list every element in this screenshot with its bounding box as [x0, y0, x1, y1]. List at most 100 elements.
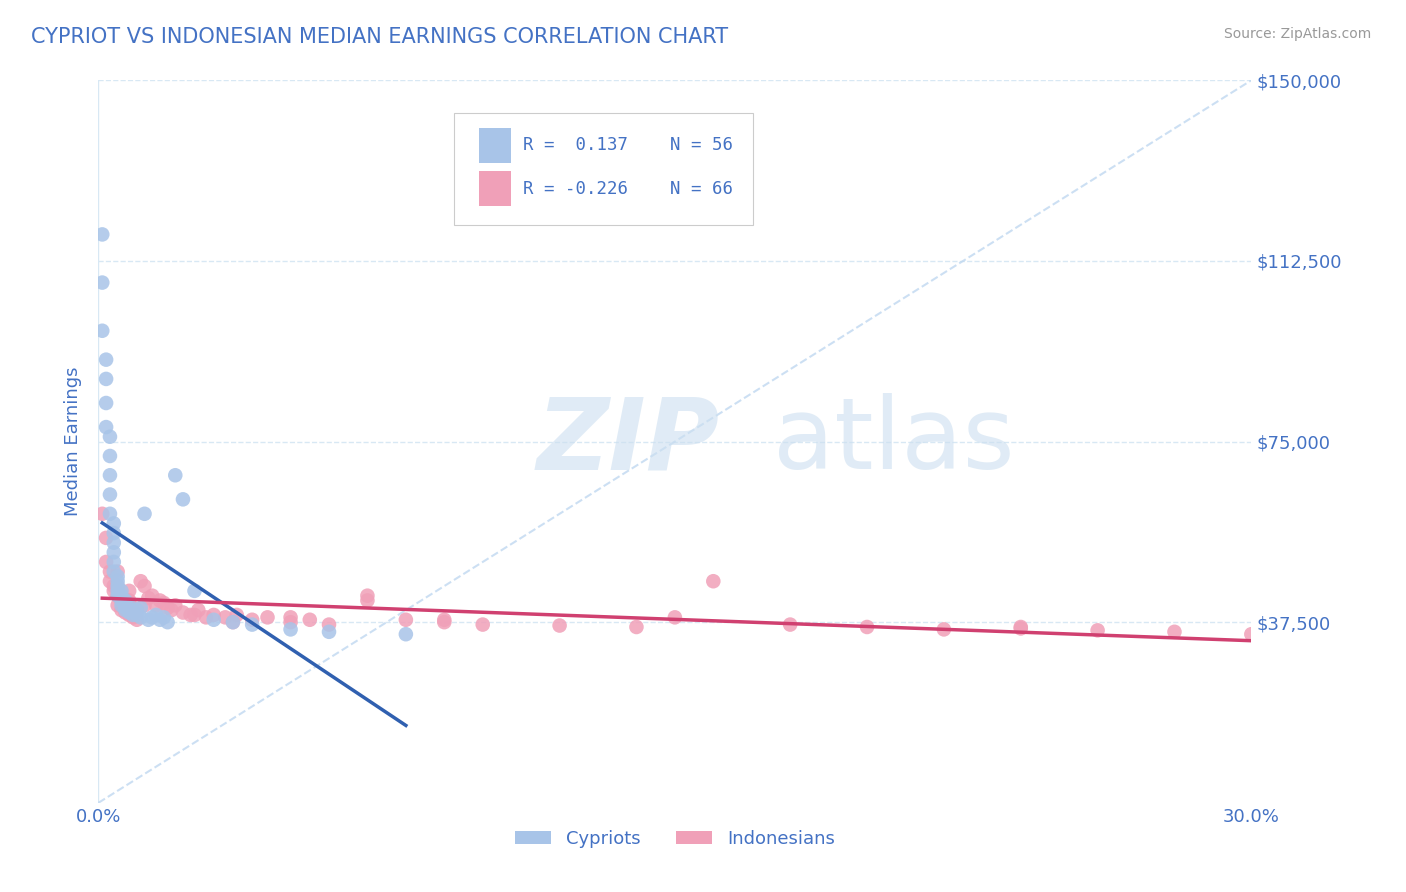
Point — [318, 617, 340, 632]
Point — [91, 507, 114, 521]
Point — [103, 526, 125, 541]
Point — [134, 579, 156, 593]
Point — [222, 615, 245, 630]
Point — [107, 574, 129, 589]
Point — [356, 589, 378, 603]
Point — [98, 507, 121, 521]
Point — [98, 449, 121, 463]
Point — [172, 606, 194, 620]
Point — [118, 603, 141, 617]
Text: R =  0.137    N = 56: R = 0.137 N = 56 — [523, 136, 733, 154]
Point — [433, 613, 456, 627]
Point — [356, 593, 378, 607]
Point — [125, 613, 148, 627]
Point — [702, 574, 724, 589]
Point — [280, 610, 302, 624]
Point — [122, 610, 145, 624]
Point — [856, 620, 879, 634]
Point — [114, 600, 136, 615]
Point — [94, 531, 117, 545]
Point — [664, 610, 686, 624]
Point — [107, 589, 129, 603]
Point — [114, 603, 136, 617]
Point — [165, 599, 187, 613]
Text: R = -0.226    N = 66: R = -0.226 N = 66 — [523, 179, 733, 198]
Point — [1087, 624, 1109, 638]
Bar — [479, 171, 512, 206]
Point — [91, 324, 114, 338]
Point — [548, 618, 571, 632]
Point — [98, 574, 121, 589]
Text: ZIP: ZIP — [537, 393, 720, 490]
Point — [129, 600, 152, 615]
Point — [156, 600, 179, 615]
Point — [172, 492, 194, 507]
Point — [103, 516, 125, 531]
Point — [122, 600, 145, 615]
Point — [114, 593, 136, 607]
Point — [280, 615, 302, 630]
Point — [94, 396, 117, 410]
Point — [152, 610, 174, 624]
Text: atlas: atlas — [773, 393, 1015, 490]
Point — [103, 555, 125, 569]
Point — [107, 589, 129, 603]
Point — [145, 599, 167, 613]
Point — [138, 613, 160, 627]
Point — [932, 623, 955, 637]
Point — [98, 468, 121, 483]
FancyBboxPatch shape — [454, 112, 754, 225]
Point — [94, 352, 117, 367]
Point — [110, 593, 132, 607]
Point — [1010, 622, 1032, 636]
Point — [103, 579, 125, 593]
Point — [94, 372, 117, 386]
Point — [138, 591, 160, 606]
Bar — [479, 128, 512, 162]
Point — [149, 593, 172, 607]
Point — [298, 613, 321, 627]
Point — [110, 599, 132, 613]
Point — [107, 579, 129, 593]
Point — [107, 565, 129, 579]
Point — [187, 603, 209, 617]
Point — [110, 593, 132, 607]
Point — [202, 613, 225, 627]
Point — [103, 545, 125, 559]
Point — [125, 607, 148, 622]
Point — [280, 623, 302, 637]
Point — [125, 603, 148, 617]
Point — [94, 420, 117, 434]
Point — [1240, 627, 1263, 641]
Point — [107, 599, 129, 613]
Point — [183, 583, 205, 598]
Point — [118, 593, 141, 607]
Point — [183, 607, 205, 622]
Point — [256, 610, 278, 624]
Point — [114, 599, 136, 613]
Point — [149, 613, 172, 627]
Point — [433, 615, 456, 630]
Point — [152, 596, 174, 610]
Point — [222, 615, 245, 630]
Legend: Cypriots, Indonesians: Cypriots, Indonesians — [508, 822, 842, 855]
Y-axis label: Median Earnings: Median Earnings — [65, 367, 83, 516]
Point — [114, 606, 136, 620]
Point — [1010, 620, 1032, 634]
Point — [91, 276, 114, 290]
Point — [103, 535, 125, 549]
Point — [779, 617, 801, 632]
Point — [114, 599, 136, 613]
Point — [107, 579, 129, 593]
Point — [134, 599, 156, 613]
Point — [165, 468, 187, 483]
Point — [98, 565, 121, 579]
Point — [107, 583, 129, 598]
Point — [395, 627, 418, 641]
Point — [94, 555, 117, 569]
Point — [107, 569, 129, 583]
Point — [141, 610, 163, 624]
Point — [202, 607, 225, 622]
Point — [118, 606, 141, 620]
Point — [160, 603, 183, 617]
